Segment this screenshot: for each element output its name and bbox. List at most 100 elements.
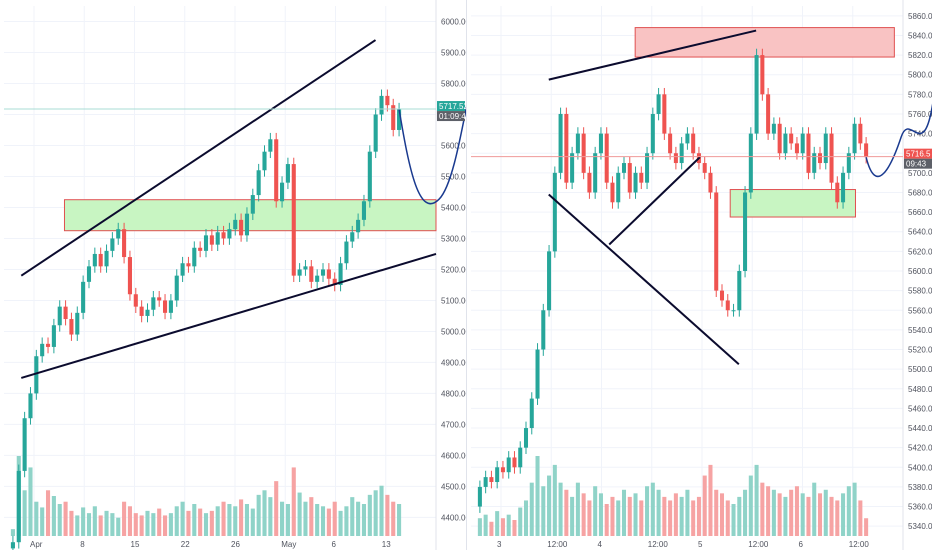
candle-body [209, 235, 214, 245]
volume-bar [186, 510, 191, 536]
volume-bar [239, 499, 244, 536]
y-tick-label: 5680.0 [908, 188, 932, 197]
left-chart-svg[interactable]: 6000.005900.005800.005700.005600.005500.… [0, 0, 466, 550]
volume-bar [157, 508, 162, 536]
candle-body [812, 153, 817, 173]
volume-bar [215, 506, 220, 536]
current-price-label: 5716.5 [906, 150, 931, 159]
x-tick-label: May [281, 540, 296, 549]
candle-body [864, 143, 869, 158]
candle-body [162, 300, 168, 313]
y-tick-label: 5520.0 [908, 346, 932, 355]
y-tick-label: 5000.00 [441, 327, 466, 336]
volume-bar [668, 500, 673, 536]
projection-curve [865, 103, 932, 178]
volume-bar [766, 486, 771, 536]
volume-bar [858, 500, 863, 536]
volume-bar [714, 489, 719, 536]
candle-body [367, 151, 372, 202]
candle-body [63, 306, 68, 320]
y-tick-label: 5420.0 [908, 444, 932, 453]
volume-bar [691, 500, 696, 536]
volume-bar [794, 486, 799, 536]
y-tick-label: 5600.00 [441, 141, 466, 150]
candle-body [391, 105, 396, 130]
candle-body [835, 182, 840, 203]
volume-bar [203, 513, 209, 536]
volume-bar [656, 489, 661, 536]
candle-body [708, 172, 713, 193]
volume-bar [685, 489, 690, 536]
volume-bar [285, 504, 290, 536]
volume-bar [725, 500, 730, 536]
x-tick-label: 12:00 [748, 540, 769, 549]
y-tick-label: 5780.0 [908, 90, 932, 99]
volume-bar [477, 518, 482, 536]
candle-body [535, 349, 540, 399]
y-tick-label: 5200.00 [441, 265, 466, 274]
candle-body [92, 253, 97, 267]
y-tick-label: 5760.0 [908, 110, 932, 119]
volume-bar [344, 506, 349, 536]
candle-body [743, 192, 748, 271]
candle-body [104, 250, 109, 267]
volume-bar [10, 529, 15, 536]
right-chart-panel[interactable]: 5860.0 5840.0 5820.0 5800.0 5780.0 5760.0 5740… [466, 0, 932, 550]
y-tick-label: 4500.00 [441, 482, 466, 491]
candle-body [332, 278, 337, 285]
candle-body [645, 153, 650, 183]
y-tick-label: 5800.0 [908, 71, 932, 80]
volume-bar [303, 501, 308, 536]
candle-body [280, 182, 285, 202]
candle-body [361, 201, 367, 220]
x-tick-label: 12:00 [849, 540, 870, 549]
candle-body [610, 182, 615, 203]
current-price-label: 5717.52 [439, 102, 466, 111]
x-tick-label: 22 [181, 540, 190, 549]
x-tick-label: 4 [598, 540, 603, 549]
volume-bar [633, 493, 638, 536]
candle-body [75, 312, 80, 335]
y-tick-label: 5440.0 [908, 424, 932, 433]
volume-bar [22, 490, 27, 536]
volume-bar [326, 508, 331, 536]
candle-body [81, 281, 86, 313]
volume-bar [841, 493, 846, 536]
volume-bar [777, 493, 782, 536]
candle-body [725, 300, 730, 311]
candle-body [766, 94, 771, 134]
candle-body [309, 266, 314, 282]
volume-bar [708, 464, 713, 536]
y-tick-label: 5500.0 [908, 365, 932, 374]
candle-body [587, 172, 592, 193]
candle-body [338, 263, 343, 285]
volume-bar [63, 501, 68, 536]
volume-bar [754, 464, 759, 536]
y-tick-label: 5560.0 [908, 306, 932, 315]
y-tick-label: 5300.00 [441, 234, 466, 243]
y-tick-label: 5700.0 [908, 169, 932, 178]
y-tick-label: 4400.00 [441, 513, 466, 522]
left-chart-panel[interactable]: 6000.005900.005800.005700.005600.005500.… [0, 0, 466, 550]
candle-body [500, 467, 505, 473]
candle-body [397, 109, 402, 130]
countdown-badge [904, 158, 932, 169]
candle-body [518, 447, 523, 468]
volume-bar [250, 508, 255, 536]
volume-bar [696, 496, 701, 536]
volume-bar [162, 515, 168, 536]
candle-body [817, 153, 823, 164]
volume-bar [639, 500, 644, 536]
volume-bar [291, 467, 296, 536]
candle-body [737, 271, 742, 311]
volume-bar [75, 515, 80, 536]
x-tick-label: 5 [698, 540, 703, 549]
volume-bar [34, 501, 39, 536]
candle-body [673, 153, 678, 164]
candle-body [297, 269, 302, 276]
volume-bar [280, 501, 285, 536]
y-tick-label: 5860.0 [908, 12, 932, 21]
y-tick-label: 5100.00 [441, 296, 466, 305]
candle-body [558, 113, 563, 173]
right-chart-svg[interactable]: 5860.05840.05820.05800.05780.05760.05740… [467, 0, 932, 550]
